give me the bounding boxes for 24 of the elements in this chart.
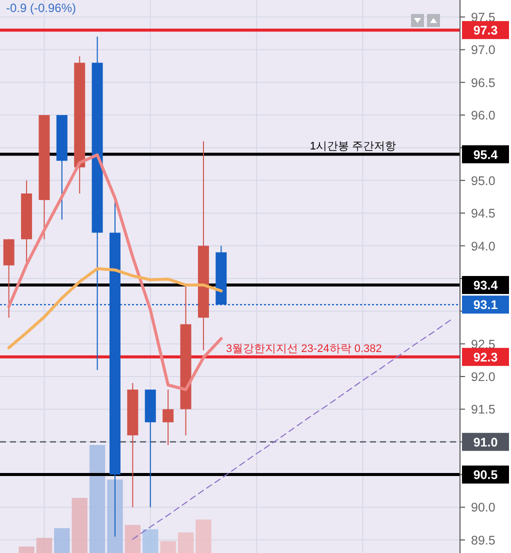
y-tick-label: 91.5: [471, 402, 496, 417]
ref-line-label: 97.3: [473, 24, 498, 38]
line-series: [7, 267, 223, 350]
ref-line-label: 92.3: [473, 350, 498, 364]
annotation: 3월강한지지선 23-24하락 0.382: [226, 342, 382, 355]
y-tick-label: 94.5: [471, 206, 496, 221]
ref-line-label: 95.4: [473, 148, 498, 162]
y-tick-label: 97.5: [471, 10, 496, 24]
annotation: -0.9 (-0.96%): [6, 1, 76, 15]
y-tick-label: 89.5: [471, 533, 496, 548]
ref-line-label: 93.1: [473, 298, 498, 312]
ref-line-label: 91.0: [473, 435, 498, 450]
y-tick-label: 94.0: [471, 239, 496, 254]
y-tick-label: 95.0: [471, 174, 496, 188]
y-tick-label: 96.0: [471, 108, 496, 123]
ref-line-label: 90.5: [473, 468, 498, 482]
candlestick: [162, 389, 174, 446]
y-tick-label: 92.0: [471, 370, 496, 384]
y-tick-label: 96.5: [471, 76, 496, 90]
annotation: 1시간봉 주간저항: [310, 140, 396, 152]
line-series: [7, 153, 223, 392]
y-tick-label: 97.0: [471, 43, 496, 58]
ref-line-label: 93.4: [473, 278, 498, 292]
y-tick-label: 90.0: [471, 500, 496, 515]
